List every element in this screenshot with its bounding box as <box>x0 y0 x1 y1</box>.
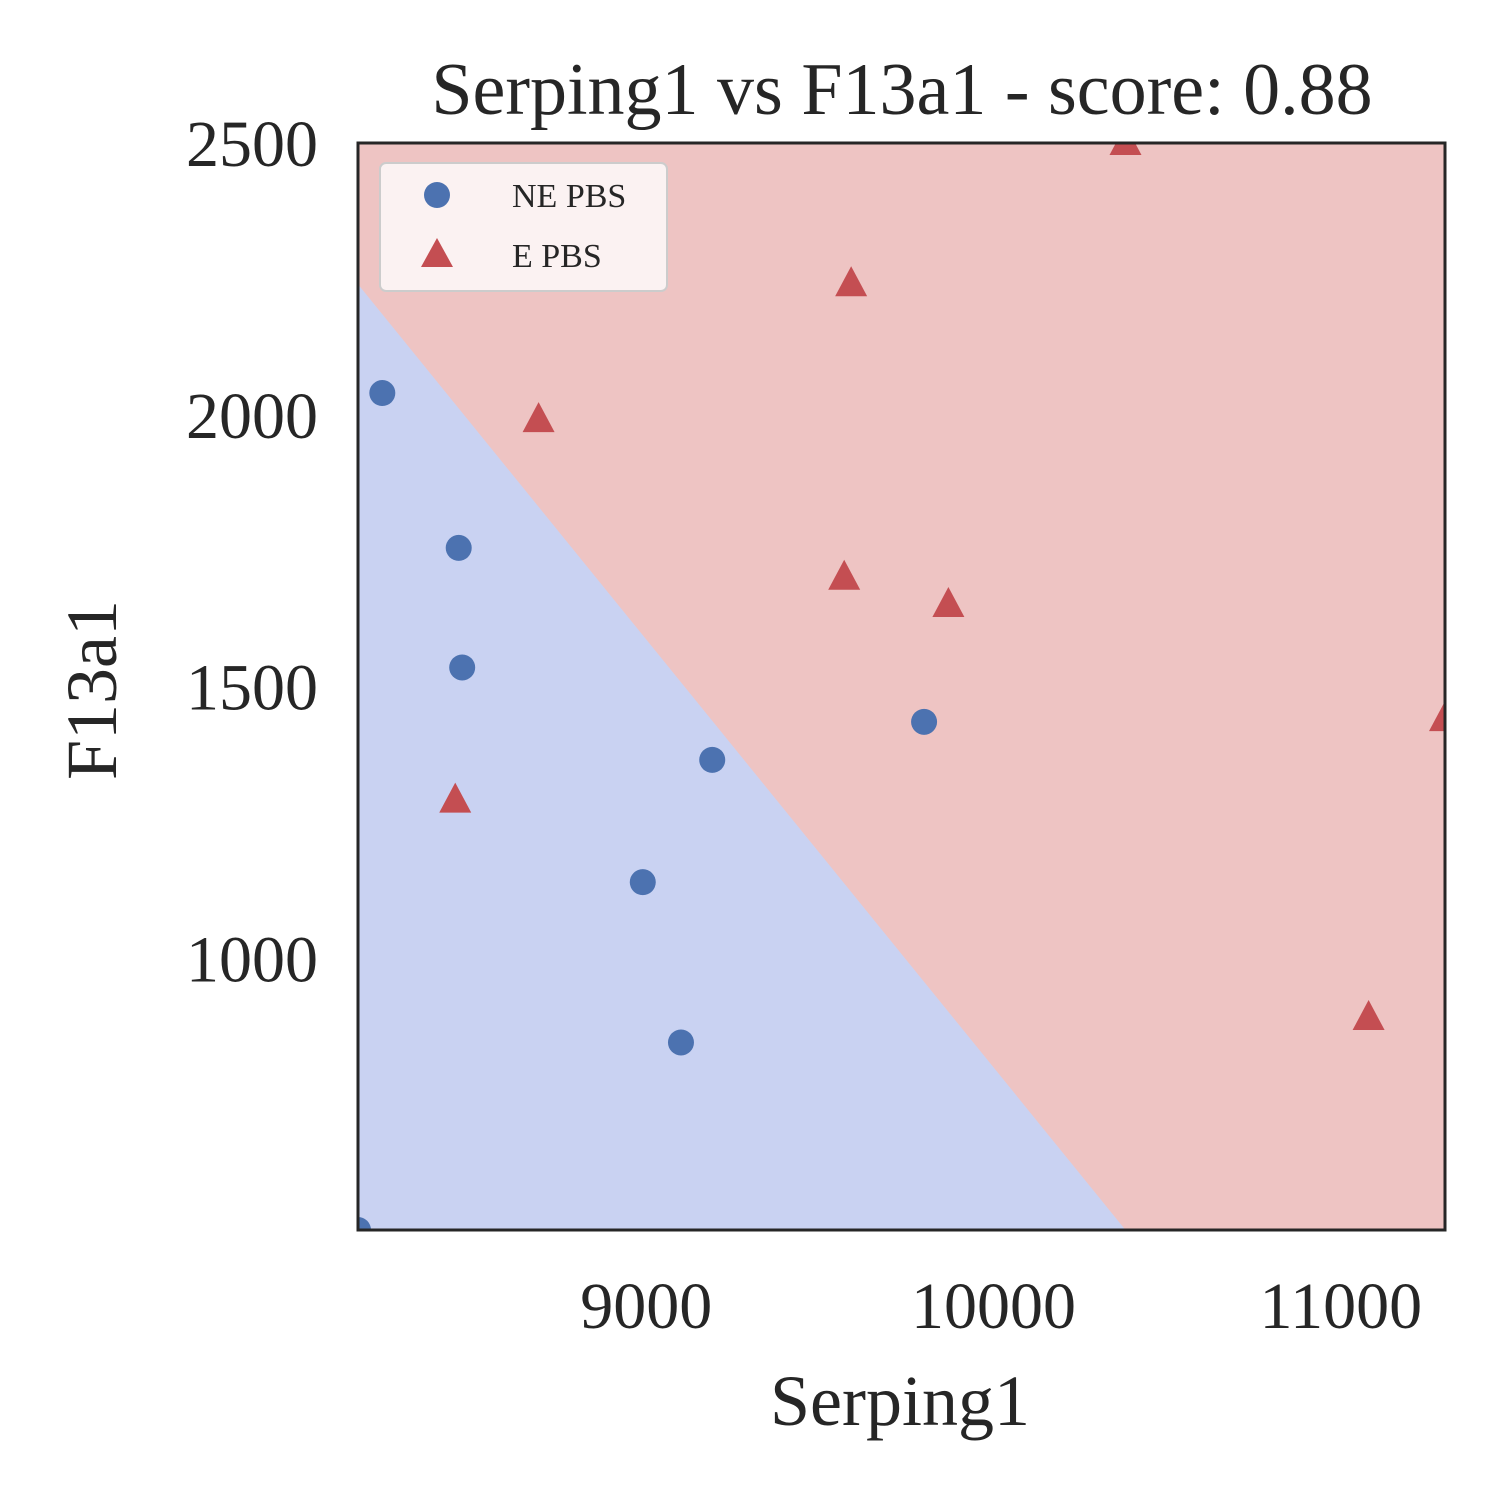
chart-title: Serping1 vs F13a1 - score: 0.88 <box>431 49 1372 131</box>
x-axis-label: Serping1 <box>770 1361 1030 1441</box>
point-e-pbs-6 <box>1352 1000 1385 1031</box>
y-tick-label: 1500 <box>186 652 318 725</box>
y-tick-label: 2000 <box>186 380 318 453</box>
x-axis-ticks: 9000 10000 11000 <box>580 1270 1422 1343</box>
point-ne-pbs-1 <box>445 534 472 561</box>
point-ne-pbs-7 <box>358 1217 371 1230</box>
region-ne-pbs <box>358 284 1126 1230</box>
point-ne-pbs-5 <box>667 1029 694 1056</box>
y-tick-label: 1000 <box>186 923 318 996</box>
plot-frame <box>356 141 1447 1232</box>
point-ne-pbs-0 <box>369 380 396 407</box>
point-e-pbs-3 <box>828 559 861 590</box>
point-e-pbs-7 <box>1429 701 1445 732</box>
point-e-pbs-0 <box>1109 143 1142 155</box>
x-tick-label: 11000 <box>1260 1270 1423 1343</box>
point-e-pbs-4 <box>932 586 965 617</box>
legend-label: E PBS <box>512 238 602 275</box>
point-ne-pbs-6 <box>911 708 938 735</box>
point-e-pbs-5 <box>439 782 472 813</box>
y-axis-ticks: 1000 1500 2000 2500 <box>186 108 318 996</box>
legend-marker-triangle <box>421 238 453 267</box>
data-points <box>358 143 1445 1230</box>
legend: NE PBS E PBS <box>379 162 668 292</box>
legend-marker-circle <box>424 182 450 208</box>
point-ne-pbs-2 <box>449 654 476 681</box>
point-e-pbs-1 <box>835 266 868 297</box>
point-ne-pbs-3 <box>699 746 726 773</box>
y-tick-label: 2500 <box>186 108 318 181</box>
legend-label: NE PBS <box>512 178 626 215</box>
x-tick-label: 10000 <box>911 1270 1076 1343</box>
y-axis-label: F13a1 <box>52 600 132 780</box>
x-tick-label: 9000 <box>580 1270 712 1343</box>
legend-box <box>379 162 668 292</box>
point-e-pbs-2 <box>522 402 555 433</box>
point-ne-pbs-4 <box>629 869 656 896</box>
decision-regions <box>358 143 1445 1230</box>
